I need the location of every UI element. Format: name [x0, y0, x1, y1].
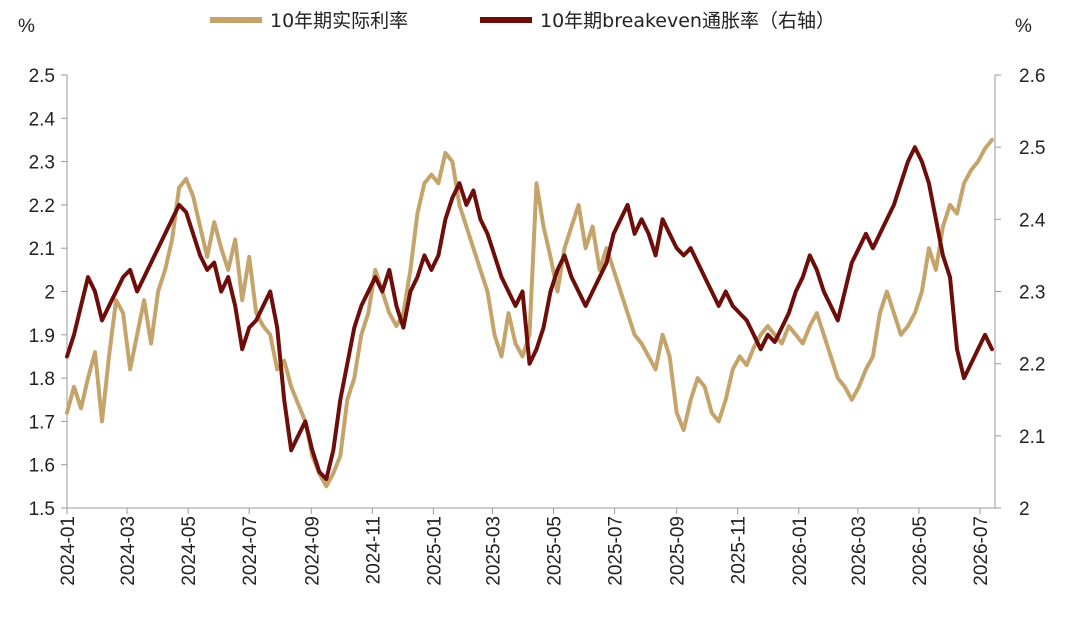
x-tick-label: 2025-03: [483, 516, 504, 586]
x-tick-label: 2024-05: [179, 516, 200, 586]
left-tick-label: 2.5: [29, 66, 55, 87]
x-tick-label: 2024-11: [363, 516, 384, 584]
series-layer: [65, 137, 994, 489]
left-tick-label: 2: [44, 283, 55, 304]
left-tick-label: 1.5: [29, 499, 55, 520]
right-axis-unit: %: [1015, 16, 1032, 37]
left-tick-label: 1.9: [29, 326, 55, 347]
series-line-breakeven: [65, 145, 994, 482]
right-tick-label: 2.6: [1019, 66, 1045, 87]
left-tick-label: 2.3: [29, 153, 55, 174]
left-axis-unit: %: [18, 16, 35, 37]
left-tick-label: 1.8: [29, 369, 55, 390]
left-tick-label: 2.2: [29, 196, 55, 217]
right-tick-label: 2.3: [1019, 283, 1045, 304]
x-tick-label: 2024-09: [302, 516, 323, 586]
x-tick-label: 2026-05: [910, 516, 931, 586]
x-tick-label: 2025-05: [545, 516, 566, 586]
right-tick-label: 2.1: [1019, 427, 1045, 448]
left-tick-label: 2.1: [29, 239, 55, 260]
right-tick-label: 2: [1019, 499, 1030, 520]
right-tick-label: 2.4: [1019, 210, 1046, 231]
left-tick-label: 1.6: [29, 456, 55, 477]
left-tick-label: 1.7: [29, 412, 55, 433]
x-tick-label: 2025-01: [424, 516, 445, 586]
x-axis-ticks: 2024-01 2024-03 2024-05 2024-07 2024-09 2024-…: [58, 508, 992, 586]
right-axis-ticks: 2 2.1 2.2 2.3 2.4 2.5 2.6: [995, 66, 1046, 520]
x-tick-label: 2026-01: [790, 516, 811, 586]
x-tick-label: 2025-07: [606, 516, 627, 586]
left-tick-label: 2.4: [29, 109, 56, 130]
x-tick-label: 2024-03: [118, 516, 139, 586]
legend: 10年期实际利率 10年期breakeven通胀率（右轴）: [210, 10, 835, 32]
right-tick-label: 2.2: [1019, 355, 1045, 376]
x-tick-label: 2025-09: [668, 516, 689, 586]
x-tick-label: 2026-07: [971, 516, 992, 586]
right-tick-label: 2.5: [1019, 138, 1045, 159]
x-tick-label: 2024-07: [240, 516, 261, 586]
left-axis-ticks: 1.5 1.6 1.7 1.8 1.9 2 2.1 2.2 2.3 2.4 2.5: [29, 66, 67, 520]
legend-label-breakeven: 10年期breakeven通胀率（右轴）: [540, 10, 835, 32]
x-tick-label: 2024-01: [58, 516, 79, 586]
series-line-real-rate: [65, 137, 994, 489]
legend-label-real-rate: 10年期实际利率: [270, 10, 408, 32]
x-tick-label: 2026-03: [849, 516, 870, 586]
x-tick-label: 2025-11: [729, 516, 750, 584]
